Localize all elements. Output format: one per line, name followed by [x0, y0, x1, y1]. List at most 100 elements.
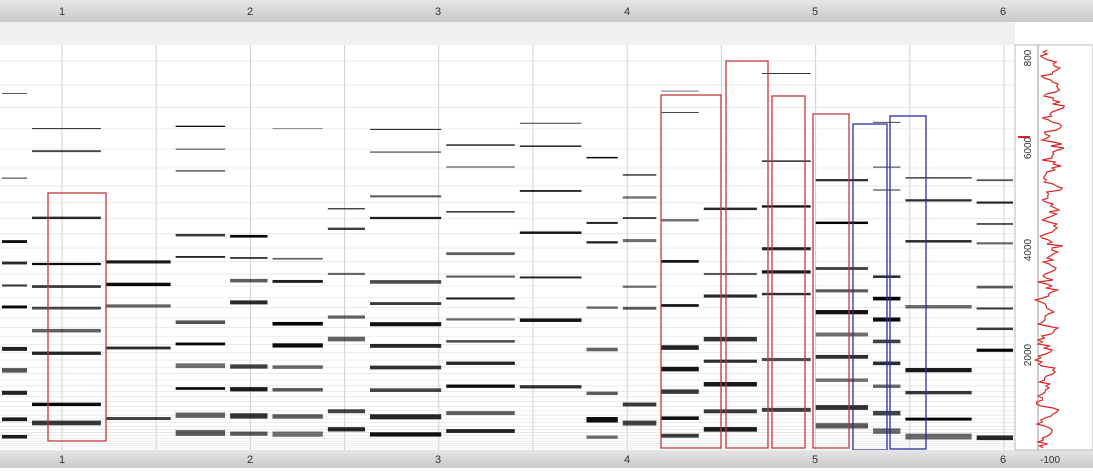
harmonic-streak [761, 407, 811, 412]
level-label: -100 [1040, 455, 1060, 466]
harmonic-streak [32, 351, 101, 355]
harmonic-streak [105, 260, 171, 264]
harmonic-streak [905, 390, 972, 395]
harmonic-streak [586, 241, 618, 244]
harmonic-streak [2, 305, 28, 309]
bottom-ruler [0, 450, 1093, 468]
harmonic-streak [446, 144, 515, 146]
harmonic-streak [622, 402, 657, 407]
harmonic-streak [2, 417, 28, 422]
labels: 1 2 3 4 5 6 1 2 3 4 5 6 2000 4000 6000 8… [59, 6, 1061, 466]
harmonic-streak [230, 257, 268, 259]
harmonic-streak [175, 320, 226, 325]
harmonic-streak [586, 347, 618, 352]
harmonic-streak [873, 121, 901, 123]
harmonic-streak [370, 414, 442, 420]
harmonic-streak [761, 292, 811, 296]
harmonic-streak [661, 304, 699, 307]
harmonic-streak [661, 366, 699, 372]
harmonic-streak [661, 389, 699, 394]
harmonic-streak [976, 348, 1013, 352]
harmonic-streak [661, 219, 699, 222]
harmonic-streak [327, 227, 366, 230]
harmonic-streak [230, 431, 268, 436]
harmonic-streak [703, 294, 757, 298]
harmonic-streak [976, 435, 1013, 441]
harmonic-streak [2, 177, 28, 179]
harmonic-streak [175, 170, 226, 172]
harmonic-streak [905, 417, 972, 421]
harmonic-streak [815, 354, 869, 359]
harmonic-streak [32, 216, 101, 220]
harmonic-streak [661, 112, 699, 113]
top-ruler-label: 6 [1000, 6, 1006, 18]
harmonic-streak [230, 234, 268, 238]
harmonic-streak [105, 282, 171, 287]
harmonic-streak [327, 427, 366, 432]
harmonic-streak [2, 390, 28, 395]
harmonic-streak [586, 221, 618, 224]
harmonic-streak [370, 365, 442, 370]
grid [0, 45, 1015, 450]
harmonic-streak [519, 385, 582, 389]
harmonic-streak [905, 177, 972, 179]
harmonic-streak [175, 342, 226, 346]
harmonic-streak [703, 381, 757, 387]
harmonic-streak [703, 207, 757, 211]
harmonic-streak [175, 430, 226, 436]
harmonic-streak [519, 231, 582, 234]
harmonic-streak [370, 432, 442, 437]
harmonic-streak [703, 409, 757, 414]
harmonic-streak [703, 359, 757, 363]
harmonic-streak [32, 328, 101, 333]
harmonic-streak [327, 208, 366, 210]
bottom-ruler-label: 1 [59, 454, 65, 466]
harmonic-streak [446, 429, 515, 433]
harmonic-streak [272, 431, 323, 437]
harmonic-streak [272, 128, 323, 130]
harmonic-streak [815, 267, 869, 270]
harmonic-streak [815, 310, 869, 315]
harmonic-streak [815, 405, 869, 410]
harmonic-streak [2, 434, 28, 439]
top-ruler-label: 3 [435, 6, 441, 18]
harmonic-streak [622, 217, 657, 220]
frequency-label: 4000 [1023, 238, 1034, 261]
harmonic-streak [761, 247, 811, 251]
harmonic-streak [761, 205, 811, 208]
bottom-ruler-label: 3 [435, 454, 441, 466]
harmonic-streak [272, 343, 323, 348]
bottom-ruler-label: 2 [247, 454, 253, 466]
harmonic-streak [661, 416, 699, 420]
frequency-label: 2000 [1023, 343, 1034, 366]
harmonic-streak [905, 199, 972, 202]
harmonic-streak [32, 285, 101, 288]
harmonic-streak [272, 321, 323, 326]
harmonic-streak [622, 174, 657, 176]
harmonic-streak [2, 240, 28, 244]
harmonic-streak [661, 260, 699, 263]
harmonic-streak [175, 387, 226, 390]
harmonic-streak [2, 368, 28, 373]
harmonic-streak [815, 289, 869, 293]
harmonic-streak [230, 278, 268, 283]
top-ruler [0, 0, 1093, 22]
harmonic-streak [519, 122, 582, 124]
harmonic-streak [32, 306, 101, 310]
harmonic-streak [661, 345, 699, 350]
harmonic-streak [370, 216, 442, 220]
harmonic-streak [370, 280, 442, 284]
harmonic-streak [175, 125, 226, 128]
harmonic-streak [976, 179, 1013, 182]
harmonic-streak [586, 435, 618, 439]
harmonic-streak [976, 201, 1013, 204]
harmonic-streak [230, 413, 268, 419]
harmonic-streak [586, 306, 618, 309]
harmonic-streak [370, 151, 442, 153]
harmonic-streak [815, 221, 869, 225]
red-box [771, 95, 806, 449]
red-box [725, 60, 769, 449]
top-ruler-label: 2 [247, 6, 253, 18]
harmonic-streak [2, 284, 28, 287]
